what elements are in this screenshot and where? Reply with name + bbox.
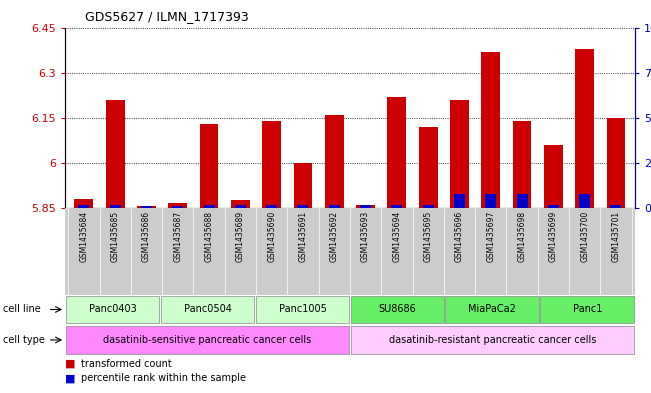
Bar <box>548 205 559 208</box>
Bar <box>266 205 277 208</box>
Bar <box>350 326 634 354</box>
Bar <box>231 200 250 208</box>
Bar <box>517 194 527 208</box>
Text: GSM1435697: GSM1435697 <box>486 211 495 262</box>
Text: percentile rank within the sample: percentile rank within the sample <box>81 373 246 384</box>
Text: ■: ■ <box>65 373 76 384</box>
Text: GSM1435701: GSM1435701 <box>611 211 620 262</box>
Text: GSM1435698: GSM1435698 <box>518 211 527 262</box>
Bar <box>105 100 124 208</box>
Bar <box>325 115 344 208</box>
Text: GSM1435685: GSM1435685 <box>111 211 120 262</box>
Text: GSM1435689: GSM1435689 <box>236 211 245 262</box>
Bar <box>262 121 281 208</box>
Text: Panc0504: Panc0504 <box>184 305 232 314</box>
Text: GSM1435690: GSM1435690 <box>267 211 276 262</box>
Bar <box>607 118 626 208</box>
Bar <box>544 145 562 208</box>
Text: SU8686: SU8686 <box>378 305 416 314</box>
Bar <box>540 296 634 323</box>
Bar <box>161 296 255 323</box>
Bar <box>512 121 531 208</box>
Bar <box>360 205 371 208</box>
Bar <box>575 49 594 208</box>
Text: ■: ■ <box>65 358 76 369</box>
Text: GSM1435691: GSM1435691 <box>298 211 307 262</box>
Bar <box>235 205 246 208</box>
Text: GSM1435699: GSM1435699 <box>549 211 558 262</box>
Text: GSM1435694: GSM1435694 <box>393 211 402 262</box>
Bar <box>66 326 350 354</box>
Bar <box>445 296 539 323</box>
Text: GSM1435684: GSM1435684 <box>79 211 89 262</box>
Bar <box>419 127 437 208</box>
Text: GSM1435700: GSM1435700 <box>580 211 589 262</box>
Bar <box>454 194 465 208</box>
Bar <box>66 296 159 323</box>
Bar <box>579 194 590 208</box>
Bar <box>74 199 93 208</box>
Text: transformed count: transformed count <box>81 358 172 369</box>
Bar <box>169 204 187 208</box>
Bar <box>329 205 340 208</box>
Bar <box>611 205 622 208</box>
Text: GSM1435692: GSM1435692 <box>330 211 339 262</box>
Text: GSM1435687: GSM1435687 <box>173 211 182 262</box>
Text: cell line: cell line <box>3 305 41 314</box>
Bar <box>256 296 350 323</box>
Text: Panc1005: Panc1005 <box>279 305 326 314</box>
Bar <box>485 194 496 208</box>
Bar <box>110 205 120 208</box>
Bar <box>387 97 406 208</box>
Bar <box>356 205 375 208</box>
Bar <box>204 205 215 208</box>
Text: GSM1435695: GSM1435695 <box>424 211 433 262</box>
Text: GDS5627 / ILMN_1717393: GDS5627 / ILMN_1717393 <box>85 10 249 23</box>
Bar <box>422 205 434 208</box>
Bar <box>350 296 444 323</box>
Bar <box>137 206 156 208</box>
Text: MiaPaCa2: MiaPaCa2 <box>468 305 516 314</box>
Text: GSM1435688: GSM1435688 <box>204 211 214 262</box>
Bar <box>481 51 500 208</box>
Text: cell type: cell type <box>3 335 45 345</box>
Bar <box>294 163 312 208</box>
Bar <box>200 124 219 208</box>
Text: Panc0403: Panc0403 <box>89 305 137 314</box>
Text: dasatinib-sensitive pancreatic cancer cells: dasatinib-sensitive pancreatic cancer ce… <box>104 335 312 345</box>
Bar <box>173 206 183 208</box>
Bar <box>78 205 89 208</box>
Bar <box>298 205 309 208</box>
Bar <box>141 206 152 208</box>
Bar <box>450 100 469 208</box>
Text: GSM1435696: GSM1435696 <box>455 211 464 262</box>
Text: dasatinib-resistant pancreatic cancer cells: dasatinib-resistant pancreatic cancer ce… <box>389 335 596 345</box>
Text: GSM1435693: GSM1435693 <box>361 211 370 262</box>
Bar <box>391 205 402 208</box>
Text: Panc1: Panc1 <box>573 305 602 314</box>
Text: GSM1435686: GSM1435686 <box>142 211 151 262</box>
